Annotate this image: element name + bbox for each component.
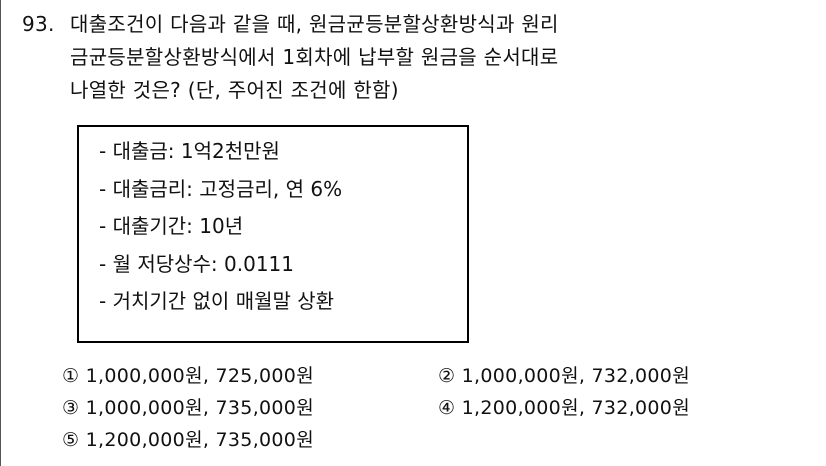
condition-item: - 거치기간 없이 매월말 상환 [99, 289, 335, 313]
question-line-2: 금균등분할상환방식에서 1회차에 납부할 원금을 순서대로 [70, 45, 559, 69]
condition-item: - 월 저당상수: 0.0111 [99, 251, 295, 276]
condition-item: - 대출금: 1억2천만원 [99, 139, 280, 163]
condition-item: - 대출기간: 10년 [99, 214, 244, 238]
question-line-1: 대출조건이 다음과 같을 때, 원금균등분할상환방식과 원리 [70, 12, 559, 36]
conditions-box: - 대출금: 1억2천만원 - 대출금리: 고정금리, 연 6% - 대출기간:… [77, 125, 469, 343]
question-number: 93. [22, 12, 55, 36]
question-line-3: 나열한 것은? (단, 주어진 조건에 한함) [70, 78, 399, 102]
choice-3[interactable]: ③ 1,000,000원, 735,000원 [62, 397, 314, 419]
choice-2[interactable]: ② 1,000,000원, 732,000원 [438, 365, 690, 387]
question-stem: 93. 대출조건이 다음과 같을 때, 원금균등분할상환방식과 원리 금균등분할상… [22, 8, 559, 107]
condition-item: - 대출금리: 고정금리, 연 6% [99, 176, 343, 201]
choice-4[interactable]: ④ 1,200,000원, 732,000원 [438, 397, 690, 419]
page-left-border [0, 0, 1, 466]
choice-1[interactable]: ① 1,000,000원, 725,000원 [62, 365, 314, 387]
choice-5[interactable]: ⑤ 1,200,000원, 735,000원 [62, 429, 314, 451]
